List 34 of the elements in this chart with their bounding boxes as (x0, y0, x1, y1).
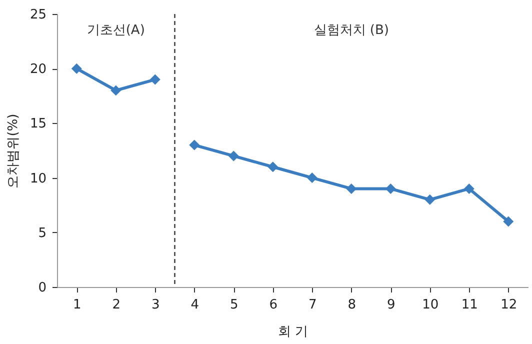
point (464, 183, 474, 194)
x-tick-label: 3 (151, 298, 160, 312)
point (385, 183, 396, 194)
annotation: 실험처치 (B) (314, 23, 389, 38)
y-tick-label: 5 (38, 226, 46, 241)
y-tick-label: 10 (30, 171, 46, 186)
x-tick-label: 1 (72, 298, 82, 312)
point (268, 162, 278, 172)
x-tick-label: 2 (112, 298, 121, 312)
x-tick-label: 4 (190, 298, 200, 312)
point (424, 194, 436, 205)
x-tick-label: 9 (386, 298, 396, 312)
point (503, 216, 514, 227)
point (228, 150, 239, 162)
point (71, 63, 82, 74)
point (150, 74, 160, 85)
point (110, 85, 122, 96)
annotation: 기초선(A) (86, 23, 145, 38)
x-tick-label: 6 (269, 298, 278, 312)
y-tick-label: 20 (30, 62, 46, 78)
point (306, 172, 318, 184)
y-tick-label: 25 (30, 8, 46, 22)
x-tick-label: 12 (500, 298, 518, 312)
point (346, 183, 357, 194)
x-tick-label: 10 (422, 298, 439, 312)
x-tick-label: 5 (230, 298, 238, 312)
x-tick-label: 7 (308, 298, 317, 312)
x-axis-title: 회 기 (278, 324, 308, 340)
y-axis-title: 오차범위(%) (6, 114, 21, 188)
y-tick-label: 15 (30, 116, 46, 132)
point (189, 140, 200, 150)
x-tick-label: 8 (348, 298, 356, 312)
y-tick-label: 0 (38, 280, 46, 296)
x-tick-label: 11 (461, 298, 478, 312)
